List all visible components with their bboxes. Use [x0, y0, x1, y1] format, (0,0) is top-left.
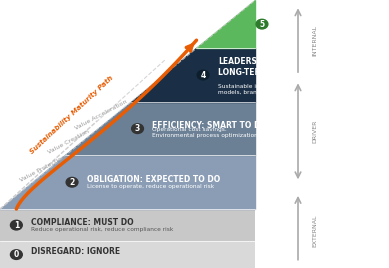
Polygon shape: [0, 155, 256, 209]
Circle shape: [11, 220, 22, 230]
Bar: [0, 209, 256, 241]
Text: EXTERNAL: EXTERNAL: [312, 214, 317, 247]
Text: 3: 3: [135, 124, 140, 133]
Circle shape: [197, 70, 209, 80]
Circle shape: [131, 124, 144, 133]
Text: 1: 1: [14, 221, 19, 230]
Circle shape: [256, 19, 268, 29]
Circle shape: [11, 250, 22, 259]
Text: COMPLIANCE: MUST DO: COMPLIANCE: MUST DO: [31, 218, 134, 227]
Text: DISREGARD: IGNORE: DISREGARD: IGNORE: [31, 247, 120, 256]
Text: PURPOSE:
CREATE VALUE: PURPOSE: CREATE VALUE: [277, 6, 339, 26]
Text: OBLIGATION: EXPECTED TO DO: OBLIGATION: EXPECTED TO DO: [87, 175, 220, 184]
Text: INTERNAL: INTERNAL: [312, 25, 317, 56]
Polygon shape: [65, 102, 256, 155]
Text: DRIVER: DRIVER: [312, 120, 317, 143]
Polygon shape: [196, 0, 256, 48]
Text: EFFICIENCY: SMART TO DO: EFFICIENCY: SMART TO DO: [152, 121, 267, 131]
Text: 0: 0: [14, 250, 19, 259]
Text: Operational cost savings.
Environmental process optimization.: Operational cost savings. Environmental …: [152, 127, 260, 138]
Text: Sustainability Maturity Path: Sustainability Maturity Path: [29, 75, 115, 155]
Text: Value Creation: Value Creation: [47, 129, 90, 155]
Text: 2: 2: [69, 178, 75, 187]
Text: 5: 5: [259, 20, 265, 29]
Text: 4: 4: [200, 70, 206, 80]
Text: Value Acceleration: Value Acceleration: [75, 99, 128, 131]
Text: Cultural, increasing value for society
and environment beyond business
economics: Cultural, increasing value for society a…: [277, 31, 385, 47]
Text: Value Protection: Value Protection: [19, 155, 66, 183]
Text: LEADERSHIP:
LONG-TERM VIABILITY: LEADERSHIP: LONG-TERM VIABILITY: [218, 57, 312, 77]
Text: License to operate, reduce operational risk: License to operate, reduce operational r…: [87, 184, 214, 189]
Text: Sustainable innovation & business
models, brand enhancement: Sustainable innovation & business models…: [218, 84, 319, 95]
Circle shape: [66, 177, 78, 187]
Polygon shape: [131, 48, 256, 102]
Bar: [0, 241, 256, 268]
Text: Reduce operational risk, reduce compliance risk: Reduce operational risk, reduce complian…: [31, 227, 173, 232]
